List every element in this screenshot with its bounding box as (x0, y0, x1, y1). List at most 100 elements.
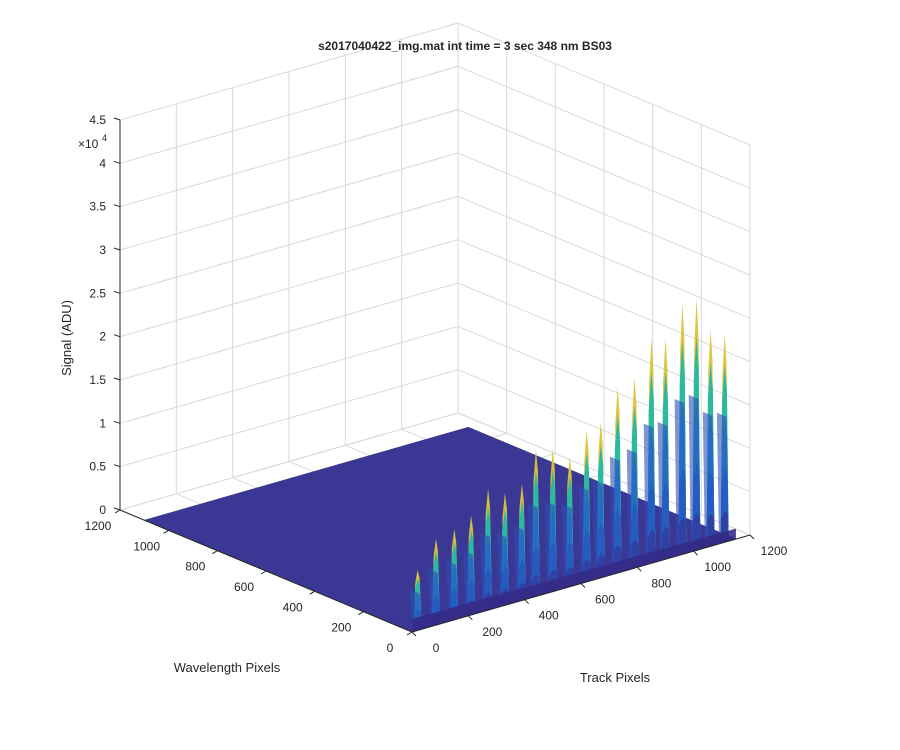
y-axis-label: Wavelength Pixels (174, 660, 281, 675)
ridge-side-7 (514, 525, 526, 600)
z-tick-mark (113, 377, 121, 381)
y-tick-label: 400 (283, 600, 303, 614)
x-tick-label: 400 (539, 609, 559, 623)
gridline-z-sidewall (457, 325, 751, 449)
y-tick-label: 1000 (133, 539, 160, 553)
gridline-z-sidewall (457, 152, 751, 276)
gridline-z-backwall (119, 109, 459, 208)
ridge-19 (702, 329, 715, 548)
gridline-z-backwall (119, 282, 459, 381)
ridge-5 (480, 488, 492, 612)
ridge-20 (716, 334, 729, 544)
y-tick-mark (406, 631, 413, 636)
surface-front-edge (412, 528, 736, 632)
ridge-side-12 (593, 479, 605, 577)
z-tick-mark (113, 507, 121, 511)
z-tick-mark (113, 204, 121, 208)
x-tick-mark (749, 534, 755, 540)
chart-title: s2017040422_img.mat int time = 3 sec 348… (318, 39, 612, 53)
z-axis-label: Signal (ADU) (59, 300, 74, 376)
z-tick-label: 2 (99, 330, 106, 344)
gridline-z-backwall (119, 325, 459, 424)
ridge-10 (562, 456, 574, 588)
gridline-z-backwall (119, 65, 459, 164)
z-tick-label: 4 (99, 156, 106, 170)
ridge-side-20 (716, 412, 729, 542)
ridge-side-17 (674, 399, 687, 554)
gridline-z-sidewall (457, 109, 751, 233)
z-tick-label: 3 (99, 243, 106, 257)
y-tick-label: 200 (331, 621, 351, 635)
z-tick-label: 1.5 (89, 373, 106, 387)
x-tick-label: 1200 (761, 544, 788, 558)
y-tick-mark (212, 550, 218, 555)
x-tick-mark (636, 566, 642, 572)
y-tick-mark (114, 509, 121, 514)
x-tick-mark (524, 599, 530, 605)
x-tick-mark (693, 550, 699, 556)
z-tick-label: 1 (99, 416, 106, 430)
y-tick-label: 1200 (85, 519, 112, 533)
ridge-side-10 (562, 504, 574, 586)
y-tick-mark (309, 590, 315, 595)
tick-labels: 0200400600800100012000200400600800100012… (85, 113, 788, 655)
z-tick-mark (113, 117, 121, 121)
z-tick-mark (113, 420, 121, 424)
gridline-y-floor (119, 412, 459, 511)
z-tick-label: 3.5 (89, 200, 106, 214)
ridge-16 (657, 338, 670, 561)
y-tick-mark (358, 611, 364, 616)
ridge-side-19 (702, 411, 715, 546)
ridge-9 (545, 448, 557, 593)
ridge-12 (593, 421, 605, 579)
y-tick-mark (163, 529, 169, 534)
ridge-15 (643, 338, 656, 565)
x-axis-label: Track Pixels (580, 670, 651, 685)
surface (143, 299, 737, 633)
y-tick-label: 800 (185, 560, 205, 574)
ridge-side-15 (643, 423, 656, 563)
y-tick-mark (260, 570, 267, 575)
z-tick-label: 0.5 (89, 460, 106, 474)
z-tick-mark (113, 247, 121, 251)
ridge-side-8 (528, 503, 540, 596)
x-tick-label: 1000 (704, 560, 731, 574)
z-tick-mark (113, 334, 121, 338)
z-tick-label: 0 (99, 503, 106, 517)
gridline-z-backwall (119, 22, 459, 121)
gridline-z-sidewall (457, 195, 751, 319)
x-tick-label: 200 (482, 625, 502, 639)
ridge-side-3 (446, 560, 459, 619)
ridge-side-9 (545, 501, 557, 591)
z-exponent: ×10 4 (78, 133, 107, 151)
x-tick-label: 0 (433, 641, 440, 655)
ridge-18 (688, 299, 701, 552)
gridline-z-sidewall (457, 65, 751, 189)
svg-text:4: 4 (102, 133, 107, 143)
x-tick-mark (580, 583, 586, 588)
ridge-side-11 (578, 486, 591, 581)
x-tick-mark (411, 631, 417, 637)
ridge-side-5 (480, 532, 492, 609)
x-tick-mark (467, 615, 473, 621)
gridline-z-backwall (119, 239, 459, 338)
gridline-z-sidewall (457, 369, 751, 493)
y-tick-label: 600 (234, 580, 254, 594)
gridline-z-backwall (119, 195, 459, 294)
z-tick-label: 2.5 (89, 286, 106, 300)
z-tick-mark (113, 290, 121, 294)
ridge-11 (578, 430, 591, 583)
ridge-14 (626, 377, 639, 570)
gridline-z-backwall (119, 369, 459, 468)
ridge-side-14 (626, 449, 639, 567)
z-tick-mark (113, 464, 121, 468)
x-tick-label: 600 (595, 593, 615, 607)
gridline-z-sidewall (457, 22, 751, 146)
gridline-z-backwall (119, 152, 459, 251)
gridline-z-sidewall (457, 239, 751, 363)
ridge-17 (674, 303, 687, 556)
svg-text:×10: ×10 (78, 137, 99, 151)
ridge-side-4 (463, 550, 476, 614)
ridge-side-18 (688, 394, 701, 550)
